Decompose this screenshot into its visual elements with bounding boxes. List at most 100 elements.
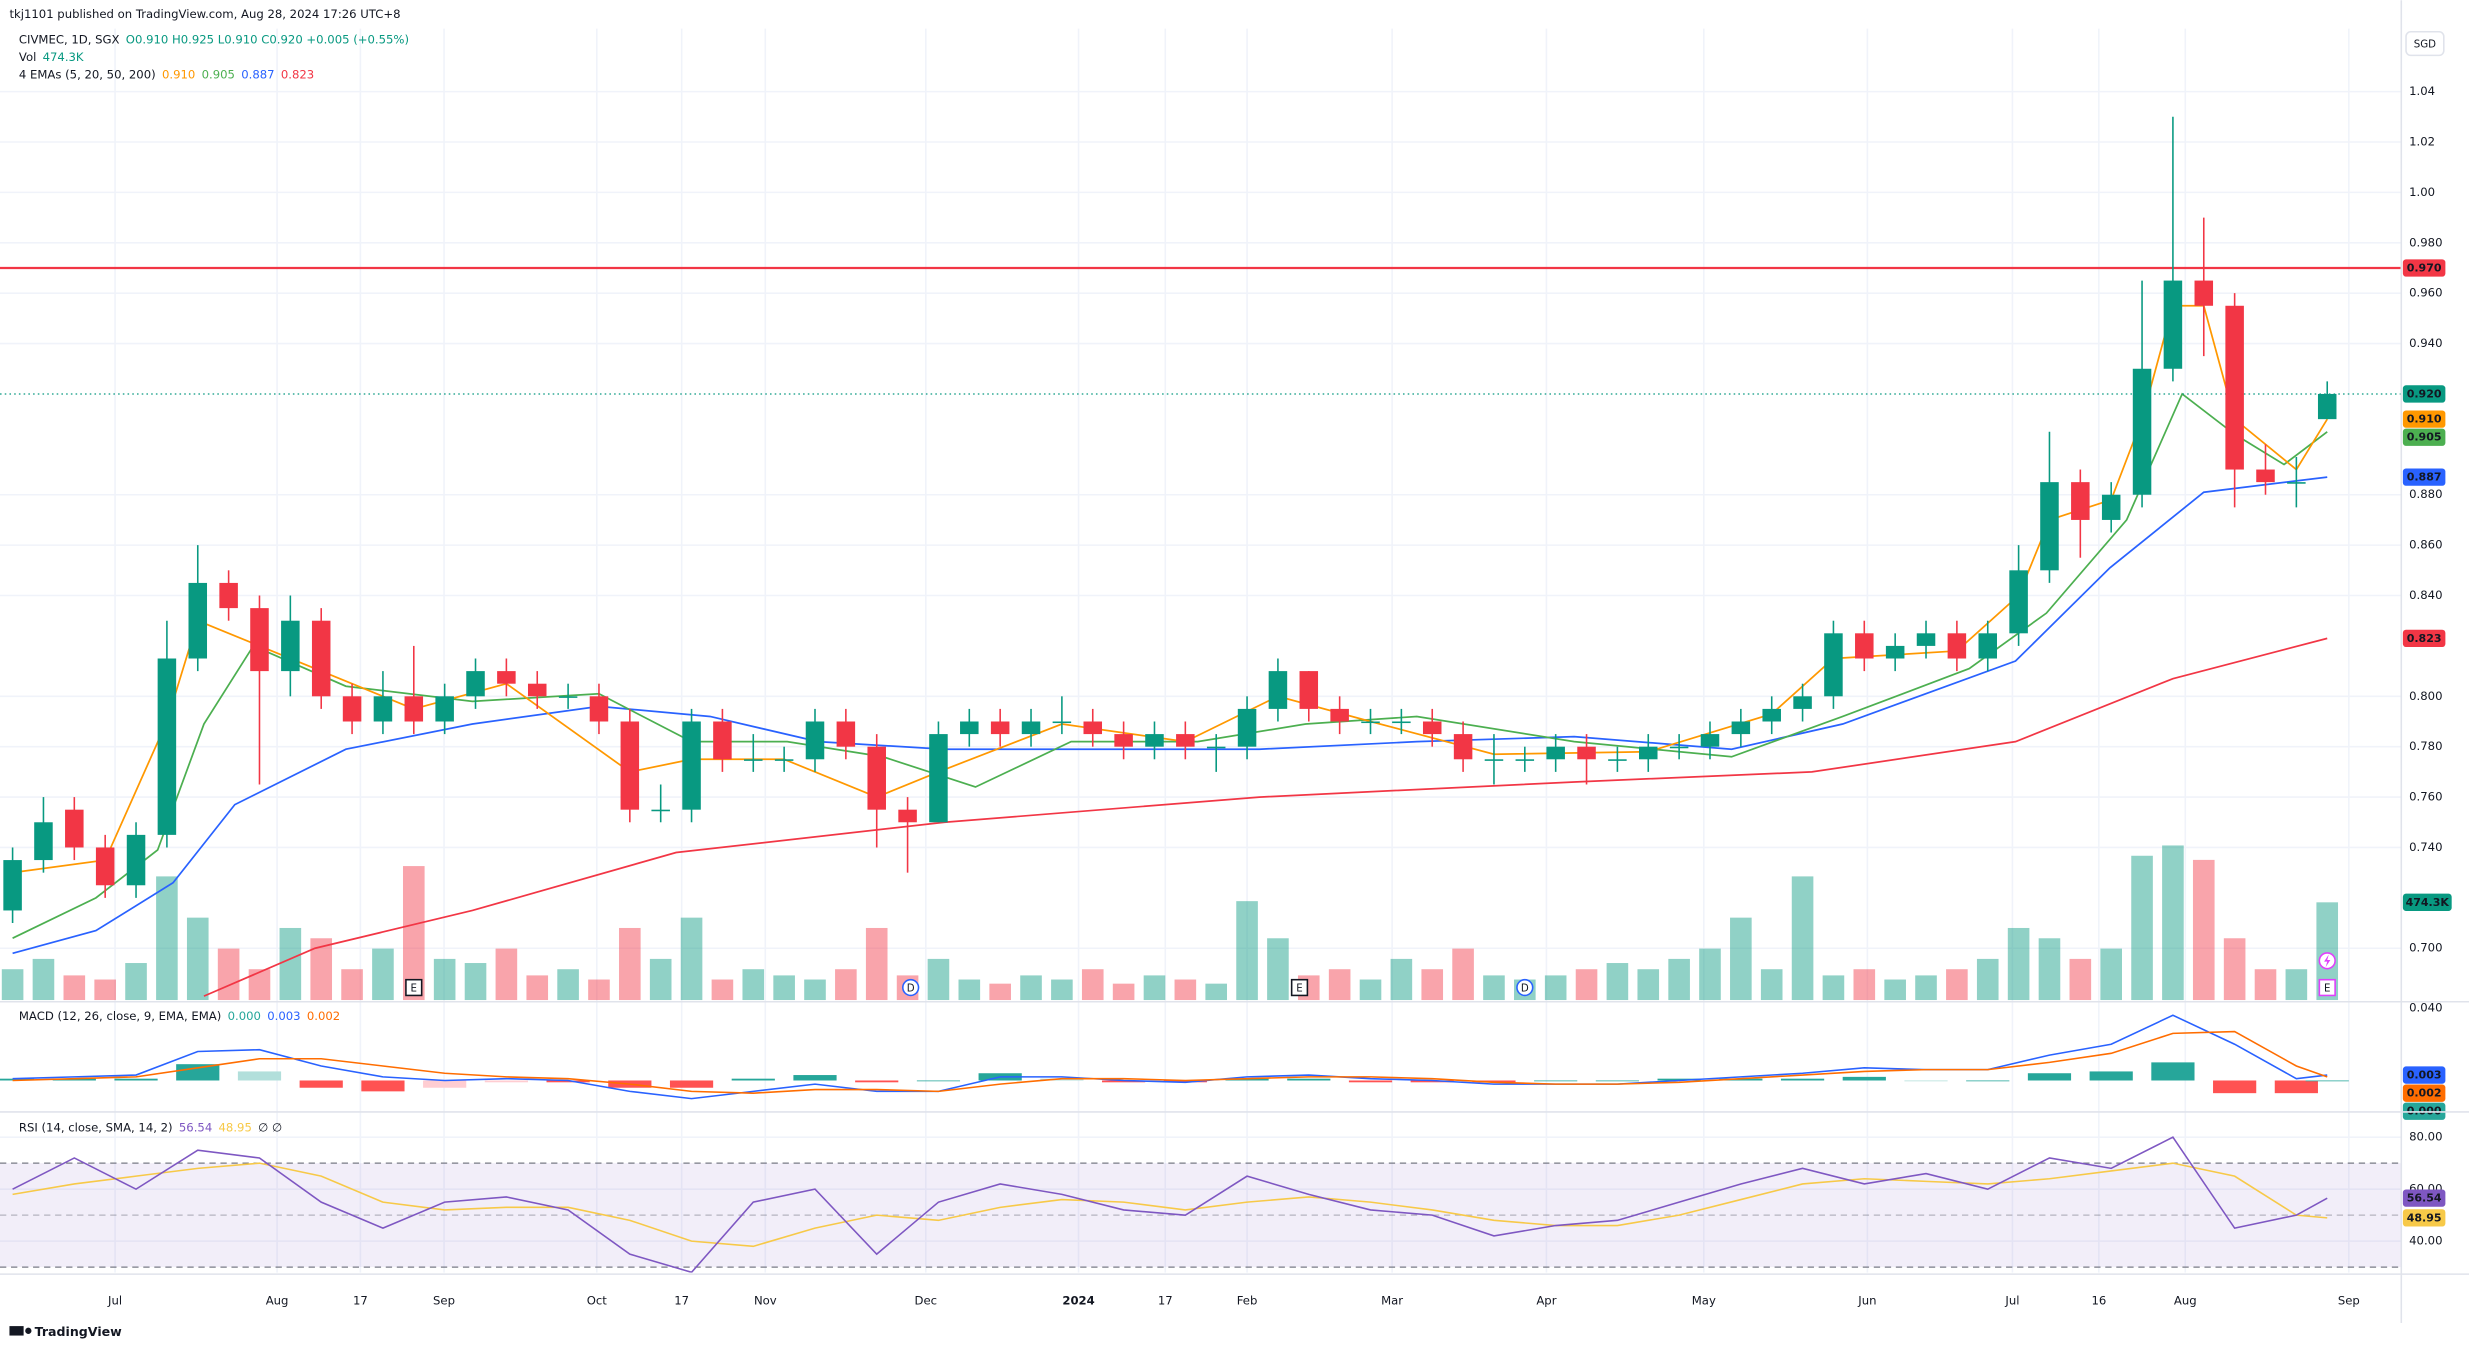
y-tick-label: 0.880 — [2409, 487, 2442, 501]
candle-body — [2194, 280, 2214, 306]
ema-value: 0.823 — [281, 67, 314, 81]
candle-body — [2040, 482, 2059, 571]
x-tick-label: Mar — [1381, 1293, 1403, 1307]
event-label[interactable]: E — [2324, 983, 2330, 994]
candle-body — [2225, 305, 2244, 470]
candle-body — [1206, 746, 1226, 749]
volume-bar — [1575, 969, 1598, 1001]
volume-bar — [1884, 979, 1906, 1001]
y-tick-label: 0.740 — [2409, 840, 2442, 854]
volume-bar — [2285, 969, 2308, 1001]
volume-bar — [1143, 975, 1166, 1001]
event-label[interactable]: E — [1296, 983, 1302, 994]
candle-body — [2317, 393, 2337, 420]
event-label[interactable]: D — [907, 983, 915, 994]
volume-bar — [1359, 979, 1382, 1001]
volume-bar — [1236, 901, 1258, 1001]
macd-histogram-bar — [1040, 1078, 1084, 1081]
event-label[interactable]: D — [1521, 983, 1529, 994]
ema-legend: 4 EMAs (5, 20, 50, 200) 0.910 0.905 0.887 0.… — [19, 67, 314, 81]
candle-body — [1422, 721, 1442, 735]
currency[interactable]: SGD — [2414, 39, 2436, 50]
volume-bar — [2100, 948, 2122, 1001]
volume-bar — [32, 958, 55, 1001]
candle-body — [1546, 746, 1565, 760]
macd-tag: 0.002 — [2407, 1087, 2442, 1100]
volume-bar — [1205, 983, 1228, 1001]
x-tick-label: 16 — [2091, 1293, 2106, 1307]
candle-body — [1484, 759, 1504, 761]
x-tick-label: Jun — [1857, 1293, 1876, 1307]
earnings-icon[interactable] — [405, 978, 423, 997]
earnings-icon[interactable] — [2318, 978, 2336, 997]
macd-histogram-bar — [2213, 1080, 2257, 1094]
macd-histogram-bar — [1966, 1080, 2010, 1082]
volume-bar — [372, 948, 394, 1001]
candle-body — [342, 696, 362, 722]
volume-bar — [1544, 975, 1567, 1001]
x-tick-label: May — [1692, 1293, 1716, 1307]
macd-histogram-bar — [2305, 1080, 2349, 1082]
volume-bar — [989, 983, 1011, 1001]
y-tick-label: 0.040 — [2409, 1001, 2442, 1015]
x-tick-label: Aug — [266, 1293, 289, 1307]
volume-bar — [1760, 969, 1783, 1001]
logo-mark — [25, 1327, 32, 1334]
candle-body — [1515, 759, 1535, 761]
macd-histogram-bar — [1287, 1078, 1331, 1081]
x-tick-label: 17 — [353, 1293, 368, 1307]
candle-body — [929, 734, 948, 823]
macd-histogram-bar — [1472, 1080, 1516, 1083]
dividend-icon[interactable] — [902, 978, 920, 997]
candle-body — [1731, 721, 1751, 735]
currency-box[interactable] — [2405, 30, 2445, 57]
publisher: tkj1101 published on TradingView.com, Au… — [9, 7, 400, 21]
ohlc: O0.910 H0.925 L0.910 C0.920 +0.005 (+0.5… — [126, 32, 409, 46]
volume-tag-box — [2402, 893, 2452, 911]
macd-histogram-bar — [855, 1080, 899, 1083]
volume-bar — [2223, 938, 2246, 1001]
x-tick-label: Aug — [2174, 1293, 2197, 1307]
volume-bar — [1081, 969, 1104, 1001]
volume-bar — [588, 979, 610, 1001]
volume-bar — [248, 969, 271, 1001]
candle-body — [1299, 671, 1319, 709]
volume-bar — [1452, 948, 1474, 1001]
candle-body — [1237, 708, 1257, 747]
event-label[interactable]: E — [411, 983, 417, 994]
candle-body — [1453, 734, 1473, 760]
candle-body — [527, 683, 547, 697]
earnings-icon[interactable] — [1290, 978, 1309, 997]
ema-value: 0.905 — [202, 67, 235, 81]
x-tick-label: Nov — [754, 1293, 777, 1307]
volume-bar — [1020, 975, 1042, 1001]
volume-bar — [1112, 983, 1135, 1001]
volume-bar — [773, 975, 795, 1001]
candle-body — [744, 759, 763, 761]
price-tag-box — [2402, 410, 2446, 428]
y-tick-label: 0.960 — [2409, 286, 2442, 300]
x-tick-label: Feb — [1237, 1293, 1258, 1307]
candle-body — [898, 809, 917, 823]
candle-body — [2163, 280, 2183, 369]
volume-bar — [1267, 938, 1289, 1001]
ema-line — [203, 637, 2328, 997]
candle-body — [311, 620, 331, 697]
candle-body — [836, 721, 856, 747]
macd-value: 0.000 — [228, 1008, 261, 1022]
ema-value: 0.887 — [241, 67, 274, 81]
news-bolt[interactable] — [2324, 954, 2331, 968]
volume-bar — [804, 979, 826, 1001]
macd-histogram-bar — [423, 1080, 467, 1088]
symbol: CIVMEC, 1D, SGX — [19, 32, 120, 46]
volume-bar — [958, 979, 981, 1001]
macd-tag-box — [2402, 1084, 2446, 1102]
candle-body — [2071, 482, 2090, 520]
dividend-icon[interactable] — [1516, 978, 1534, 997]
volume-bar — [1730, 917, 1752, 1001]
y-tick-label: 0.800 — [2409, 689, 2442, 703]
volume-bar — [94, 979, 116, 1001]
candle-body — [2101, 494, 2121, 520]
x-tick-label: Sep — [2338, 1293, 2360, 1307]
macd-histogram-bar — [237, 1071, 282, 1081]
